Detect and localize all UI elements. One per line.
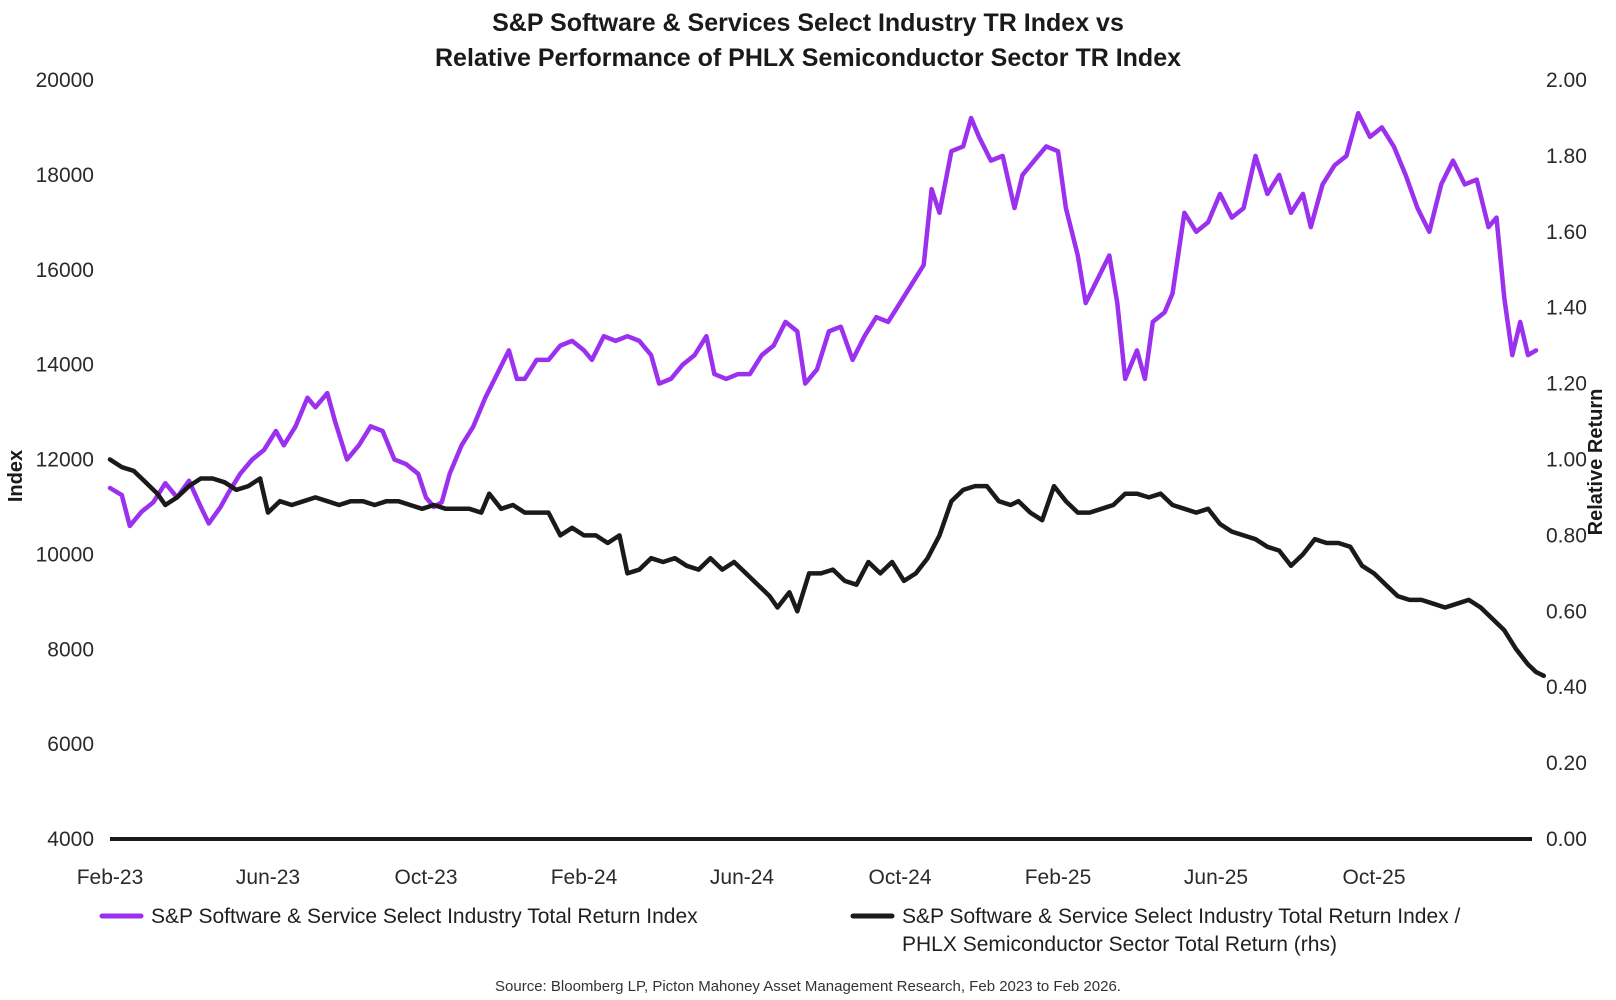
series-group — [107, 110, 1547, 679]
y-tick-label: 8000 — [47, 638, 94, 661]
x-tick-label: Oct-25 — [1342, 866, 1405, 889]
x-tick-label: Feb-24 — [551, 866, 618, 889]
y-tick-label: 12000 — [36, 449, 94, 472]
x-axis-ticks: Feb-23 Jun-23 Oct-23 Feb-24 Jun-24 Oct-24 Feb-… — [77, 866, 1406, 889]
x-tick-label: Jun-24 — [710, 866, 775, 889]
y-axis-title: Index — [5, 450, 27, 502]
y-axis-ticks: 20000 18000 16000 14000 12000 10000 8000 6000 40… — [36, 69, 94, 851]
x-tick-label: Oct-24 — [868, 866, 931, 889]
y-tick-label: 16000 — [36, 259, 94, 282]
chart-title-line-2: Relative Performance of PHLX Semiconduct… — [435, 44, 1181, 72]
y2-tick-label: 0.20 — [1546, 752, 1587, 775]
y2-tick-label: 1.60 — [1546, 221, 1587, 244]
x-tick-label: Jun-25 — [1184, 866, 1248, 889]
x-tick-label: Feb-23 — [77, 866, 144, 889]
y-tick-label: 10000 — [36, 543, 94, 566]
chart-title-line-1: S&P Software & Services Select Industry … — [492, 9, 1124, 37]
y2-axis-ticks: 2.00 1.80 1.60 1.40 1.20 1.00 0.80 0.60 0.40 0.20… — [1546, 69, 1587, 851]
x-tick-label: Feb-25 — [1025, 866, 1092, 889]
legend-label-relative-line-2: PHLX Semiconductor Sector Total Return (… — [902, 933, 1337, 956]
legend-label-relative-line-1: S&P Software & Service Select Industry T… — [902, 905, 1461, 928]
x-tick-label: Jun-23 — [236, 866, 300, 889]
series-line-relative-return — [107, 457, 1547, 679]
legend: S&P Software & Service Select Industry T… — [99, 905, 1461, 956]
source-note: Source: Bloomberg LP, Picton Mahoney Ass… — [495, 978, 1121, 995]
y2-tick-label: 1.20 — [1546, 373, 1587, 396]
y2-tick-label: 0.00 — [1546, 828, 1587, 851]
series-line-software-index — [107, 110, 1539, 529]
y2-tick-label: 0.80 — [1546, 524, 1587, 547]
y2-tick-label: 2.00 — [1546, 69, 1587, 92]
legend-label-software: S&P Software & Service Select Industry T… — [151, 905, 698, 928]
x-tick-label: Oct-23 — [394, 866, 457, 889]
y-tick-label: 14000 — [36, 354, 94, 377]
y-tick-label: 4000 — [47, 828, 94, 851]
y2-tick-label: 1.00 — [1546, 449, 1587, 472]
y2-tick-label: 0.60 — [1546, 600, 1587, 623]
y2-tick-label: 0.40 — [1546, 676, 1587, 699]
y2-tick-label: 1.40 — [1546, 297, 1587, 320]
y-tick-label: 18000 — [36, 164, 94, 187]
y2-axis-title: Relative Return — [1585, 389, 1607, 536]
y-tick-label: 6000 — [47, 733, 94, 756]
y2-tick-label: 1.80 — [1546, 145, 1587, 168]
y-tick-label: 20000 — [36, 69, 94, 92]
